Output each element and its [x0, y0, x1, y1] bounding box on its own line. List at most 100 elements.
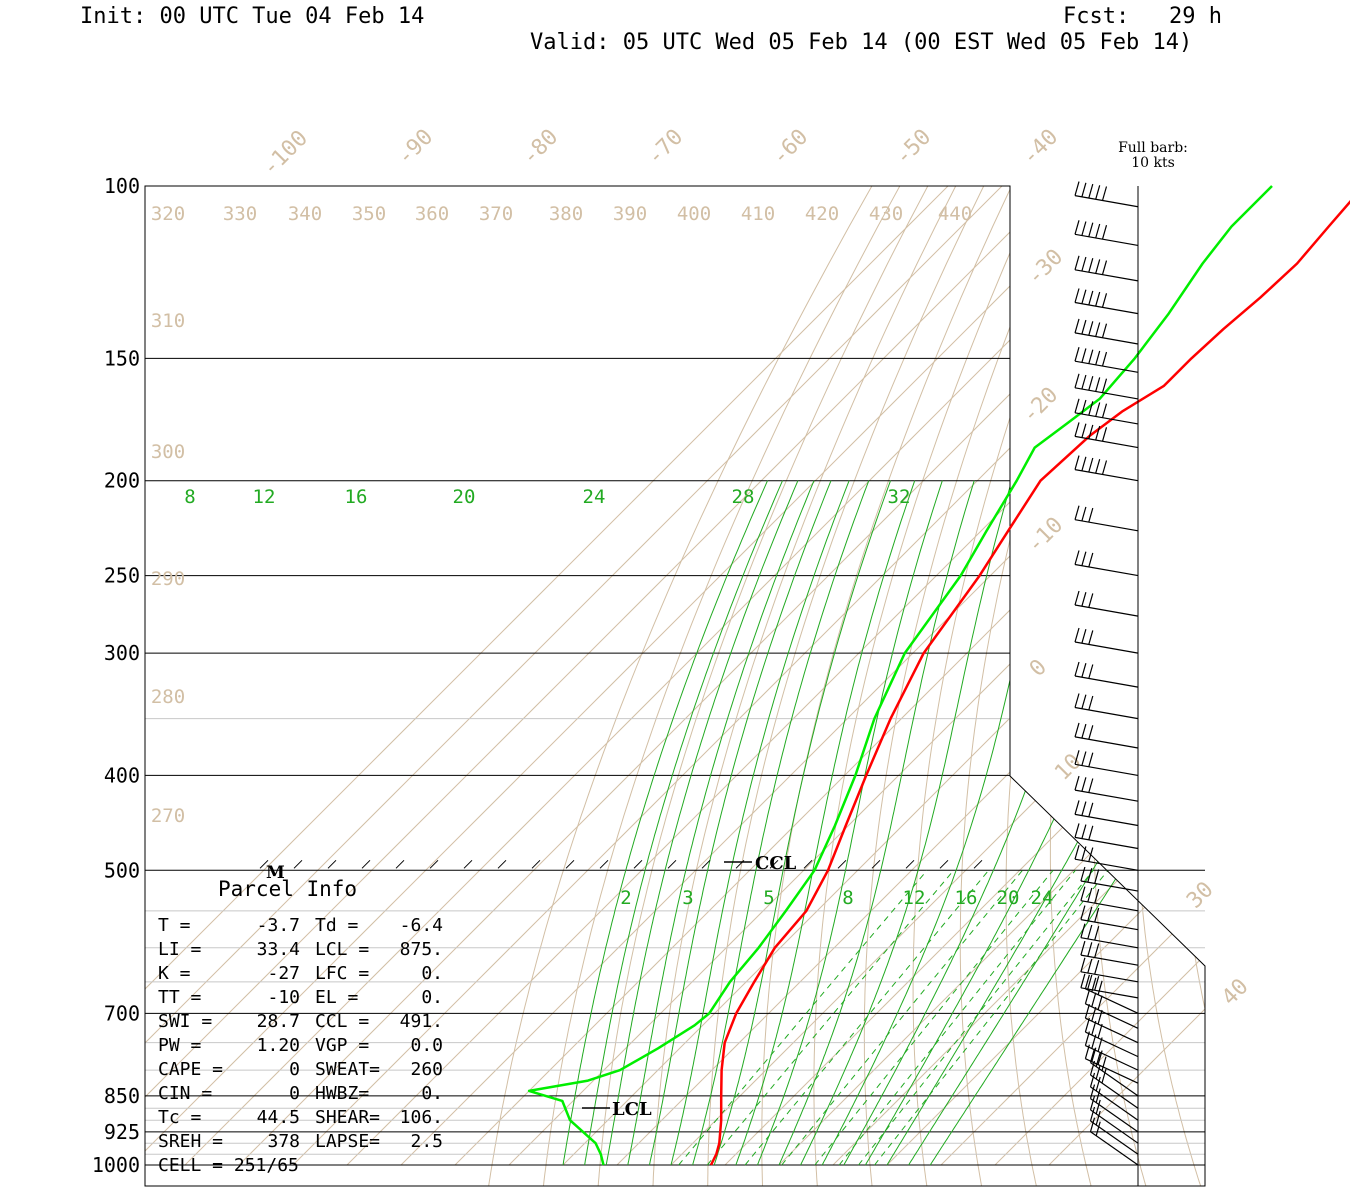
- moist-adiabat-line: [670, 480, 850, 1166]
- mixing-ratio-label: 16: [955, 887, 978, 909]
- dry-adiabat-line: [912, 186, 1096, 1186]
- barb-flag: [1097, 980, 1103, 995]
- parcel-value: 106.: [400, 1107, 443, 1128]
- theta-label: 420: [805, 203, 839, 225]
- moist-adiabat-and-mixing-ratio-lines: [562, 480, 1205, 1166]
- mixing-ratio-label: 8: [842, 887, 853, 909]
- wind-barb: [1074, 220, 1139, 247]
- isotherm-label: -30: [1023, 245, 1069, 291]
- forecast-hour-label: Fcst: 29 h: [1063, 4, 1222, 29]
- barb-flag: [1081, 256, 1087, 272]
- parcel-value: 0.: [421, 987, 443, 1008]
- theta-label: 310: [151, 310, 185, 332]
- barb-flag: [1089, 1084, 1096, 1099]
- hatch-mark: [531, 859, 541, 869]
- dry-adiabat-line: [1292, 186, 1350, 1186]
- parcel-key: SWI =: [158, 1011, 212, 1032]
- mixing-ratio-line: [874, 869, 1109, 1166]
- wind-barb: [1089, 1106, 1139, 1155]
- wind-barb: [1080, 923, 1139, 949]
- barb-shaft: [1080, 954, 1139, 966]
- isotherm-label: 0: [1025, 655, 1052, 682]
- isotherm-label: -40: [1018, 125, 1064, 171]
- theta-label: 290: [151, 568, 185, 590]
- parcel-info-row: K = -27 LFC = 0.: [158, 963, 443, 984]
- pressure-tick-label: 1000: [92, 1153, 140, 1177]
- barb-flag: [1080, 866, 1086, 882]
- barb-flag: [1095, 377, 1101, 392]
- dry-adiabat-line: [597, 186, 929, 1186]
- barb-flag: [1084, 1017, 1090, 1033]
- dry-adiabat-line: [1329, 186, 1350, 1186]
- barb-flag: [1091, 992, 1097, 1007]
- parcel-info-row: CIN = 0 HWBZ= 0.: [158, 1083, 443, 1104]
- barb-flag: [1088, 183, 1094, 199]
- barb-shaft: [1074, 836, 1139, 850]
- barb-flag: [1074, 775, 1080, 791]
- init-time-label: Init: 00 UTC Tue 04 Feb 14: [80, 4, 425, 29]
- mixing-ratio-label: 3: [682, 887, 693, 909]
- mixing-ratio-label: 20: [997, 887, 1020, 909]
- parcel-key: K =: [158, 963, 191, 984]
- parcel-value: 0.0: [410, 1035, 443, 1056]
- wind-barb: [1080, 957, 1139, 983]
- parcel-key: LI =: [158, 939, 202, 960]
- wind-barb: [1089, 1095, 1139, 1144]
- barb-flag: [1088, 401, 1094, 416]
- parcel-value: -27: [267, 963, 300, 984]
- theta-label: 280: [151, 686, 185, 708]
- barb-flag: [1081, 723, 1087, 739]
- barb-shaft: [1085, 1017, 1139, 1044]
- isotherm-line: [778, 186, 1205, 1166]
- wind-barb: [1080, 866, 1139, 892]
- moist-adiabat-line: [886, 480, 1205, 1166]
- theta-label: 440: [938, 203, 972, 225]
- barb-flag: [1074, 422, 1080, 437]
- barb-shaft: [1080, 987, 1139, 999]
- barb-flag: [1084, 974, 1090, 989]
- moist-adiabat-line: [843, 480, 1111, 1166]
- barb-flag: [1094, 943, 1100, 958]
- barb-flag: [1094, 960, 1100, 975]
- parcel-key: VGP =: [315, 1035, 369, 1056]
- barb-flag: [1088, 349, 1094, 364]
- hatch-mark: [701, 859, 711, 869]
- barb-flag: [1081, 221, 1087, 236]
- isotherm-label: -80: [518, 125, 564, 171]
- barb-flag: [1074, 398, 1080, 413]
- hatch-mark: [395, 859, 405, 869]
- isotherm-line: [454, 186, 1205, 1166]
- barb-shaft: [1090, 1120, 1139, 1155]
- parcel-key: SREH =: [158, 1131, 223, 1152]
- theta-e-label: 24: [583, 486, 606, 508]
- dry-adiabat-line: [761, 186, 1013, 1186]
- parcel-value: -6.4: [400, 915, 443, 936]
- barb-shaft: [1074, 675, 1139, 688]
- moist-adiabat-line: [562, 480, 768, 1166]
- pressure-tick-label: 925: [104, 1120, 140, 1144]
- barb-shaft: [1080, 971, 1139, 983]
- hatch-mark: [939, 859, 949, 869]
- wind-barb: [1089, 1117, 1139, 1166]
- theta-label: 320: [151, 203, 185, 225]
- moist-adiabat-line: [778, 480, 975, 1166]
- isotherm-line: [184, 186, 1165, 1166]
- dry-adiabat-line: [813, 186, 1041, 1186]
- barb-flag: [1094, 926, 1100, 941]
- barb-flag: [1091, 1006, 1097, 1022]
- dry-adiabat-line: [1254, 186, 1350, 1186]
- barb-shaft: [1074, 332, 1139, 345]
- theta-label: 430: [869, 203, 903, 225]
- dry-adiabat-line: [652, 186, 957, 1186]
- pressure-tick-label: 850: [104, 1084, 140, 1108]
- theta-e-label: 32: [888, 486, 911, 508]
- wind-barb: [1084, 1004, 1139, 1044]
- isotherm-label: 40: [1217, 974, 1253, 1010]
- barb-flag: [1088, 424, 1094, 440]
- barb-flag: [1094, 907, 1100, 923]
- isotherm-line: [508, 186, 1205, 1166]
- barb-shaft: [1085, 1058, 1139, 1084]
- wind-barb: [1089, 1060, 1139, 1109]
- pressure-tick-label: 300: [104, 641, 140, 665]
- temperature-profile-line: [709, 200, 1350, 1166]
